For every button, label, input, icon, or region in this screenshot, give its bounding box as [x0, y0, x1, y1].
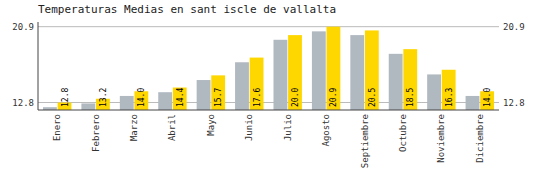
- bar: [442, 70, 456, 110]
- y-tick-label: 20.9: [12, 22, 34, 32]
- x-tick-label: Marzo: [129, 114, 139, 141]
- x-tick-label: Agosto: [321, 114, 331, 147]
- bar: [235, 62, 249, 110]
- data-label: 16.3: [445, 88, 454, 107]
- bar: [173, 88, 187, 110]
- bar: [81, 103, 95, 110]
- bar: [403, 49, 417, 110]
- x-tick-label: Mayo: [206, 114, 216, 136]
- data-label: 20.5: [368, 88, 377, 107]
- x-tick-label: Enero: [52, 114, 62, 141]
- plot-area: [43, 27, 494, 110]
- bar: [350, 35, 364, 110]
- data-label: 14.0: [483, 88, 492, 107]
- x-tick-label: Noviembre: [436, 114, 446, 163]
- data-label: 14.0: [137, 88, 146, 107]
- y-axis-line: [38, 22, 39, 110]
- x-tick-label: Septiembre: [360, 114, 370, 168]
- bar: [158, 92, 172, 110]
- y2-tick-label: 12.8: [503, 98, 525, 108]
- data-label: 14.4: [176, 88, 185, 107]
- bar: [389, 54, 403, 110]
- x-axis-line: [38, 110, 499, 111]
- x-tick-label: Julio: [283, 114, 293, 141]
- data-label: 20.0: [291, 88, 300, 107]
- bar: [312, 31, 326, 110]
- bar: [120, 96, 134, 110]
- grid-line: [38, 26, 499, 27]
- data-label: 13.2: [99, 88, 108, 107]
- data-label: 12.8: [61, 88, 70, 107]
- data-label: 18.5: [406, 88, 415, 107]
- bar: [466, 96, 480, 110]
- x-tick-label: Octubre: [398, 114, 408, 152]
- y2-tick-label: 20.9: [503, 22, 525, 32]
- bar: [427, 74, 441, 110]
- x-tick-label: Junio: [244, 114, 254, 141]
- data-label: 20.9: [329, 88, 338, 107]
- y-tick-label: 12.8: [12, 98, 34, 108]
- data-label: 15.7: [214, 88, 223, 107]
- x-tick-label: Diciembre: [475, 114, 485, 163]
- data-label: 17.6: [253, 88, 262, 107]
- bar: [288, 35, 302, 110]
- x-tick-label: Abril: [167, 114, 177, 141]
- bar: [327, 27, 341, 110]
- bar: [197, 80, 211, 110]
- x-tick-label: Febrero: [91, 114, 101, 152]
- bar: [211, 75, 225, 110]
- chart: Temperaturas Medias en sant iscle de val…: [0, 0, 537, 174]
- bar: [365, 30, 379, 110]
- bar: [250, 58, 264, 110]
- title: Temperaturas Medias en sant iscle de val…: [38, 3, 336, 16]
- bar: [273, 40, 287, 110]
